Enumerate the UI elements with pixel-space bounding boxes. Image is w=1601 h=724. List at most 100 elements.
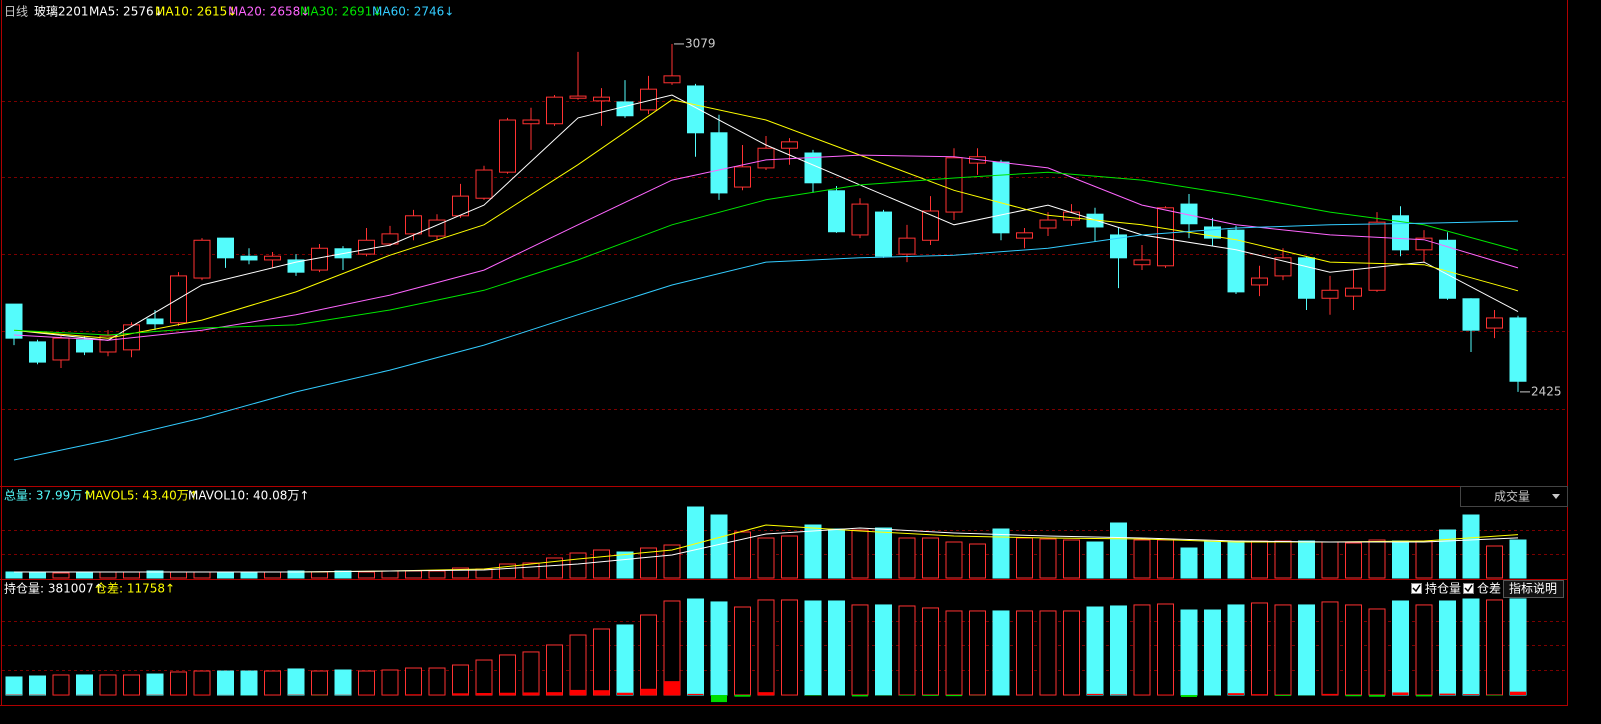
volume-bar bbox=[1157, 539, 1174, 579]
volume-bar bbox=[287, 570, 305, 579]
candle-body bbox=[593, 96, 610, 102]
oi-bar bbox=[1086, 606, 1104, 696]
volume-bar bbox=[264, 571, 281, 579]
candle-body bbox=[828, 190, 845, 233]
volume-bar bbox=[734, 531, 751, 579]
volume-bar bbox=[1392, 540, 1409, 579]
ma-legend: MA20: 2658↓ bbox=[228, 5, 310, 19]
candle-body bbox=[1063, 211, 1080, 221]
oi-bar bbox=[1392, 600, 1409, 696]
oi-bar bbox=[922, 607, 939, 696]
ma-line bbox=[13, 220, 1519, 461]
help-button[interactable]: 指标说明 bbox=[1503, 580, 1564, 598]
volume-bar bbox=[1486, 545, 1503, 579]
checkmark bbox=[1464, 584, 1473, 593]
oi-bar bbox=[99, 674, 117, 696]
volume-bar bbox=[1368, 539, 1386, 579]
indicator-dropdown[interactable]: 成交量 bbox=[1460, 486, 1568, 507]
candle-body bbox=[29, 341, 46, 363]
oi-diff-bar bbox=[1510, 691, 1526, 695]
volume-bar bbox=[969, 543, 986, 579]
oi-bar bbox=[1251, 602, 1268, 696]
volume-bar bbox=[757, 537, 775, 579]
candle-body bbox=[146, 318, 164, 325]
oi-bar bbox=[710, 601, 728, 696]
oi-bar bbox=[898, 605, 916, 696]
oi-bar bbox=[452, 664, 469, 696]
volume-bar bbox=[1274, 540, 1292, 579]
volume-bar bbox=[922, 537, 939, 579]
candle-body bbox=[640, 88, 657, 111]
volume-bar bbox=[1086, 541, 1104, 579]
checkbox-label[interactable]: 持仓量 bbox=[1425, 581, 1461, 596]
candle-body bbox=[1157, 207, 1174, 267]
oi-bar bbox=[1227, 604, 1245, 696]
oi-bar bbox=[1063, 610, 1080, 696]
candle-body bbox=[1509, 317, 1527, 382]
candle-body bbox=[734, 166, 751, 188]
volume-bar bbox=[1110, 522, 1127, 579]
candle-body bbox=[1298, 257, 1315, 299]
oi-bar bbox=[146, 673, 164, 696]
oi-bar bbox=[781, 599, 798, 696]
dropdown-arrow[interactable] bbox=[1552, 494, 1560, 499]
oi-label: 持仓量: 381007↑ bbox=[4, 581, 104, 596]
oi-bar bbox=[687, 598, 704, 696]
volume-bar bbox=[804, 524, 822, 579]
button-text[interactable]: 指标说明 bbox=[1509, 581, 1557, 596]
oi-diff-bar bbox=[1087, 693, 1103, 695]
oi-bar bbox=[334, 669, 352, 696]
oi-bar bbox=[969, 610, 986, 696]
ma-legend: MA10: 2615↓ bbox=[155, 5, 237, 19]
candle-body bbox=[475, 169, 493, 199]
checkbox-label[interactable]: 仓差 bbox=[1477, 582, 1501, 596]
dropdown-text[interactable]: 成交量 bbox=[1494, 489, 1530, 504]
volume-bar bbox=[828, 528, 845, 579]
oi-diff-bar bbox=[1275, 695, 1291, 696]
volume-bar bbox=[499, 563, 516, 579]
dropdown-box[interactable] bbox=[1460, 486, 1568, 507]
candle-body bbox=[1462, 298, 1480, 331]
oi-bar bbox=[1462, 598, 1480, 696]
oi-diff-label: 仓差: 11758↑ bbox=[95, 582, 175, 596]
check-oi[interactable]: 持仓量 bbox=[1411, 581, 1462, 596]
candle-body bbox=[76, 339, 93, 353]
check-diff[interactable]: 仓差 bbox=[1463, 582, 1502, 596]
oi-bar bbox=[1039, 610, 1057, 696]
volume-bar bbox=[5, 571, 23, 579]
candle-body bbox=[358, 239, 375, 255]
oi-bar bbox=[640, 614, 657, 696]
volume-bar bbox=[546, 557, 563, 579]
oi-diff-bar bbox=[546, 692, 563, 695]
button[interactable] bbox=[1503, 580, 1564, 598]
candle-body bbox=[522, 119, 540, 125]
oi-bar bbox=[1415, 604, 1433, 696]
volume-bar bbox=[428, 570, 446, 579]
candle-body bbox=[757, 147, 775, 169]
oi-bar bbox=[123, 674, 140, 696]
ma-line bbox=[13, 94, 1519, 341]
oi-diff-bar bbox=[640, 688, 657, 695]
oi-bar bbox=[757, 599, 775, 696]
volume-bar bbox=[1063, 539, 1080, 579]
candle-body bbox=[1110, 234, 1127, 259]
oi-bar bbox=[475, 659, 493, 696]
volume-bar bbox=[992, 528, 1010, 579]
oi-bar bbox=[1110, 605, 1127, 696]
oi-bar bbox=[875, 604, 892, 696]
checkbox[interactable] bbox=[1411, 583, 1422, 594]
oi-diff-bar bbox=[922, 695, 939, 696]
checkbox[interactable] bbox=[1463, 583, 1474, 594]
candle-body bbox=[945, 157, 963, 213]
ma-legend: MA60: 2746↓ bbox=[372, 5, 454, 19]
ma-line bbox=[13, 154, 1519, 341]
candle-body bbox=[1251, 277, 1268, 286]
volume-bar bbox=[1415, 540, 1433, 579]
oi-diff-bar bbox=[593, 690, 610, 695]
oi-diff-bar bbox=[852, 695, 868, 697]
volume-bar bbox=[123, 571, 140, 579]
candle-body bbox=[1204, 226, 1221, 239]
oi-bar bbox=[5, 676, 23, 696]
candle-body bbox=[687, 85, 704, 134]
volume-bar bbox=[781, 535, 798, 579]
